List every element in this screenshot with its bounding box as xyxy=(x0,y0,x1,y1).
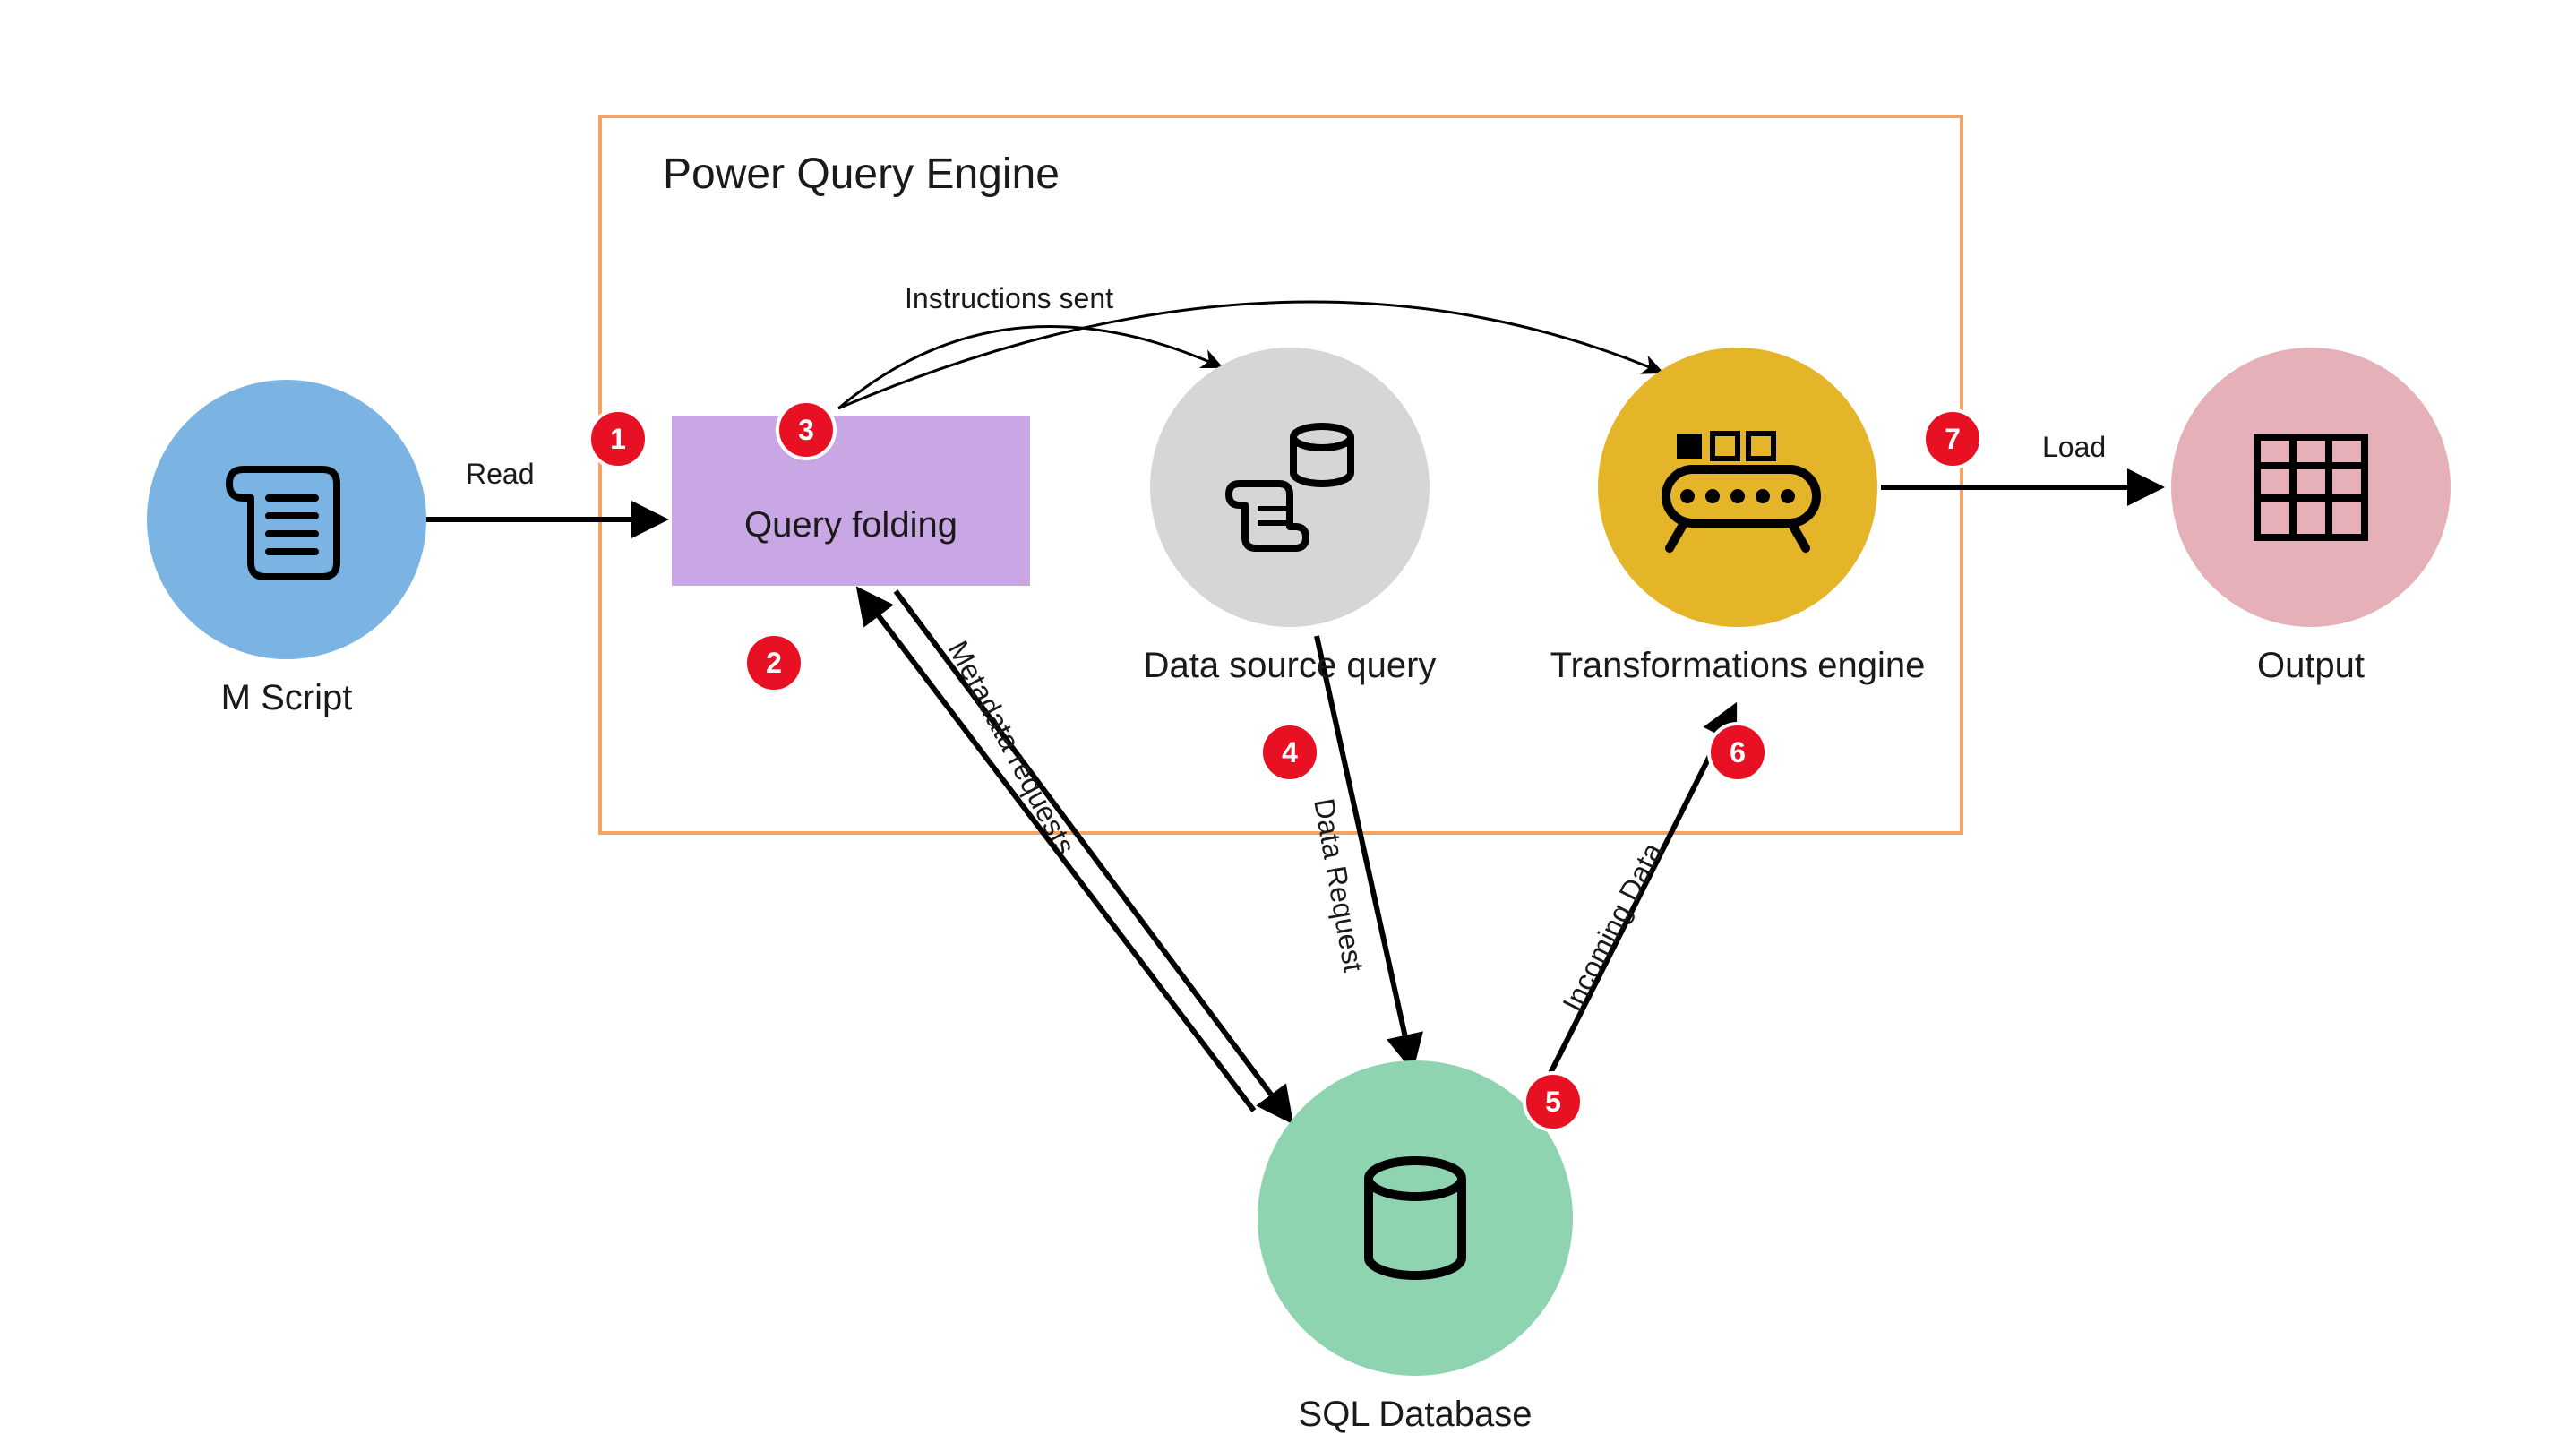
edge-label-e_data_req: Data Request xyxy=(1308,796,1370,974)
svg-text:5: 5 xyxy=(1545,1086,1561,1118)
svg-text:3: 3 xyxy=(798,414,814,446)
engine-box-title: Power Query Engine xyxy=(663,150,1060,198)
power-query-diagram: Power Query Engine Read Instructions sent… xyxy=(0,0,2576,1451)
node-label-sqlDatabase: SQL Database xyxy=(1299,1395,1533,1434)
badge-5: 5 xyxy=(1524,1073,1582,1130)
node-label-dataSourceQuery: Data source query xyxy=(1144,646,1437,685)
badge-2: 2 xyxy=(745,634,803,691)
edge-label-e_meta_down: Metadata requests xyxy=(942,635,1082,860)
node-label-queryFolding: Query folding xyxy=(744,505,957,545)
edge-label-e_instr_ds: Instructions sent xyxy=(905,282,1113,314)
badge-7: 7 xyxy=(1924,410,1981,468)
node-mscript: M Script xyxy=(147,380,426,717)
node-queryFolding: Query folding xyxy=(672,416,1030,586)
node-sqlDatabase: SQL Database xyxy=(1258,1060,1573,1434)
badge-1: 1 xyxy=(589,410,647,468)
node-label-mscript: M Script xyxy=(221,678,353,717)
edge-label-e_incoming: Incoming Data xyxy=(1556,837,1669,1017)
badge-6: 6 xyxy=(1709,724,1766,781)
node-label-transformations: Transformations engine xyxy=(1550,646,1926,685)
node-dataSourceQuery: Data source query xyxy=(1144,348,1437,685)
svg-text:7: 7 xyxy=(1945,423,1961,455)
svg-text:6: 6 xyxy=(1730,736,1746,768)
nodes: M Script Query folding Data source query Tr… xyxy=(147,348,2451,1434)
node-output: Output xyxy=(2171,348,2451,685)
badge-3: 3 xyxy=(777,401,835,459)
edge-e_instr_ds xyxy=(838,327,1222,408)
badge-4: 4 xyxy=(1261,724,1318,781)
edge-label-e_load: Load xyxy=(2042,431,2106,463)
node-transformations: Transformations engine xyxy=(1550,348,1926,685)
svg-text:1: 1 xyxy=(610,423,626,455)
node-label-output: Output xyxy=(2257,646,2365,685)
edge-label-e_read: Read xyxy=(466,458,535,490)
svg-text:2: 2 xyxy=(766,647,782,679)
svg-text:4: 4 xyxy=(1282,736,1298,768)
